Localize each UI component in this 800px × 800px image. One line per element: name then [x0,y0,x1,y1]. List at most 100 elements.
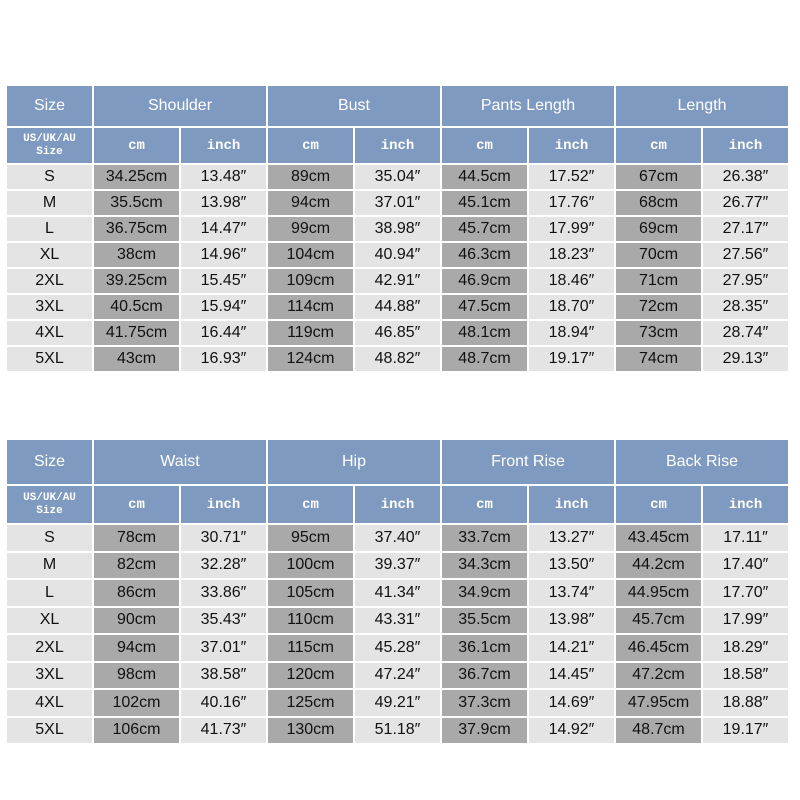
unit-cm-label: cm [616,128,701,163]
inch-value-cell: 13.27″ [529,525,614,551]
cm-value-cell: 46.3cm [442,243,527,267]
inch-value-cell: 19.17″ [703,717,788,743]
inch-value-cell: 26.38″ [703,165,788,189]
inch-value-cell: 16.44″ [181,321,266,345]
table-row: 5XL 43cm 16.93″ 124cm 48.82″ 48.7cm 19.17″ 74cm… [6,347,792,373]
cm-value-cell: 35.5cm [442,607,527,633]
inch-value-cell: 18.70″ [529,295,614,319]
size-cell: M [7,191,92,215]
inch-value-cell: 27.17″ [703,217,788,241]
size-system-line: US/UK/AU [23,132,76,145]
unit-inch-label: inch [181,486,266,523]
inch-value-cell: 18.94″ [529,321,614,345]
unit-cm-label: cm [268,486,353,523]
table-row: S 78cm 30.71″ 95cm 37.40″ 33.7cm 13.27″ 43.45cm… [6,525,792,553]
size-cell: 3XL [7,662,92,688]
size-cell: XL [7,607,92,633]
size-header: Size [7,440,92,484]
table-row: XL 90cm 35.43″ 110cm 43.31″ 35.5cm 13.98″ 45.7c… [6,607,792,636]
cm-value-cell: 78cm [94,525,179,551]
inch-value-cell: 40.16″ [181,690,266,716]
inch-value-cell: 28.74″ [703,321,788,345]
inch-value-cell: 17.99″ [703,607,788,633]
inch-value-cell: 49.21″ [355,690,440,716]
unit-inch-label: inch [703,128,788,163]
inch-value-cell: 35.43″ [181,607,266,633]
table-row: L 86cm 33.86″ 105cm 41.34″ 34.9cm 13.74″ 44.95c… [6,580,792,608]
inch-value-cell: 51.18″ [355,717,440,743]
cm-value-cell: 94cm [268,191,353,215]
inch-value-cell: 16.93″ [181,347,266,371]
inch-value-cell: 42.91″ [355,269,440,293]
size-cell: L [7,580,92,606]
cm-value-cell: 120cm [268,662,353,688]
cm-value-cell: 38cm [94,243,179,267]
inch-value-cell: 14.47″ [181,217,266,241]
inch-value-cell: 19.17″ [529,347,614,371]
size-cell: 4XL [7,321,92,345]
inch-value-cell: 35.04″ [355,165,440,189]
table-row: 3XL 40.5cm 15.94″ 114cm 44.88″ 47.5cm 18.70″ 72… [6,295,792,321]
table-row: L 36.75cm 14.47″ 99cm 38.98″ 45.7cm 17.99″ 69cm… [6,217,792,243]
cm-value-cell: 44.2cm [616,552,701,578]
table-row: 2XL 94cm 37.01″ 115cm 45.28″ 36.1cm 14.21″ 46.4… [6,635,792,663]
inch-value-cell: 45.28″ [355,635,440,661]
cm-value-cell: 36.7cm [442,662,527,688]
cm-value-cell: 47.2cm [616,662,701,688]
unit-inch-label: inch [355,128,440,163]
inch-value-cell: 44.88″ [355,295,440,319]
cm-value-cell: 36.75cm [94,217,179,241]
measurement-group-header: Pants Length [442,86,614,126]
unit-cm-label: cm [94,486,179,523]
cm-value-cell: 67cm [616,165,701,189]
cm-value-cell: 41.75cm [94,321,179,345]
measurement-group-header: Hip [268,440,440,484]
inch-value-cell: 37.01″ [355,191,440,215]
size-cell: 2XL [7,635,92,661]
inch-value-cell: 27.56″ [703,243,788,267]
measurement-group-header: Length [616,86,788,126]
cm-value-cell: 39.25cm [94,269,179,293]
inch-value-cell: 37.40″ [355,525,440,551]
table-row: 4XL 41.75cm 16.44″ 119cm 46.85″ 48.1cm 18.94″ 7… [6,321,792,347]
inch-value-cell: 17.52″ [529,165,614,189]
cm-value-cell: 100cm [268,552,353,578]
cm-value-cell: 33.7cm [442,525,527,551]
cm-value-cell: 94cm [94,635,179,661]
unit-cm-label: cm [616,486,701,523]
table-row: 3XL 98cm 38.58″ 120cm 47.24″ 36.7cm 14.45″ 47.2… [6,662,792,691]
inch-value-cell: 17.11″ [703,525,788,551]
cm-value-cell: 104cm [268,243,353,267]
size-cell: 3XL [7,295,92,319]
inch-value-cell: 14.45″ [529,662,614,688]
inch-value-cell: 40.94″ [355,243,440,267]
inch-value-cell: 32.28″ [181,552,266,578]
cm-value-cell: 45.7cm [616,607,701,633]
cm-value-cell: 102cm [94,690,179,716]
cm-value-cell: 47.5cm [442,295,527,319]
unit-inch-label: inch [703,486,788,523]
inch-value-cell: 13.74″ [529,580,614,606]
size-system-line: Size [36,504,63,517]
inch-value-cell: 18.46″ [529,269,614,293]
cm-value-cell: 115cm [268,635,353,661]
unit-inch-label: inch [529,128,614,163]
size-cell: L [7,217,92,241]
cm-value-cell: 46.45cm [616,635,701,661]
inch-value-cell: 30.71″ [181,525,266,551]
unit-header-row: US/UK/AU Size cm inch cm inch cm inch cm inch [6,486,792,525]
cm-value-cell: 86cm [94,580,179,606]
inch-value-cell: 38.98″ [355,217,440,241]
cm-value-cell: 48.7cm [442,347,527,371]
cm-value-cell: 130cm [268,717,353,743]
inch-value-cell: 41.34″ [355,580,440,606]
cm-value-cell: 40.5cm [94,295,179,319]
cm-value-cell: 98cm [94,662,179,688]
size-cell: M [7,552,92,578]
inch-value-cell: 48.82″ [355,347,440,371]
size-cell: S [7,525,92,551]
cm-value-cell: 74cm [616,347,701,371]
cm-value-cell: 43.45cm [616,525,701,551]
unit-cm-label: cm [94,128,179,163]
size-system-label: US/UK/AU Size [7,128,92,163]
